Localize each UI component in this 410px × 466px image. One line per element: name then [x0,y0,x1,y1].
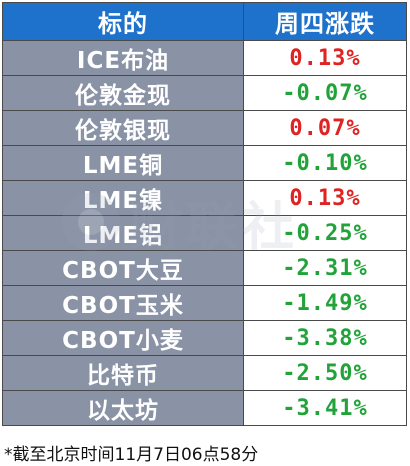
asset-name-cell: LME镍 [2,180,244,216]
change-cell: -0.07% [243,75,407,111]
column-header-asset: 标的 [2,2,244,41]
header-row: 标的 周四涨跌 [2,2,407,41]
table-row: CBOT大豆 -2.31% [2,250,407,286]
table-row: 以太坊 -3.41% [2,390,407,426]
footnote: *截至北京时间11月7日06点58分 [4,445,259,465]
asset-name-cell: LME铝 [2,215,244,251]
change-cell: 0.07% [243,110,407,146]
table-body: ICE布油 0.13% 伦敦金现 -0.07% 伦敦银现 0.07% LME铜 … [2,40,407,426]
quotes-table: 标的 周四涨跌 ICE布油 0.13% 伦敦金现 -0.07% 伦敦银现 0.0… [2,2,407,426]
asset-name-cell: CBOT玉米 [2,285,244,321]
table-row: 伦敦金现 -0.07% [2,75,407,111]
change-cell: -3.41% [243,390,407,426]
change-cell: -0.25% [243,215,407,251]
quotes-board: 标的 周四涨跌 ICE布油 0.13% 伦敦金现 -0.07% 伦敦银现 0.0… [2,2,407,426]
change-cell: 0.13% [243,40,407,76]
table-row: CBOT小麦 -3.38% [2,320,407,356]
column-header-change: 周四涨跌 [243,2,407,41]
change-cell: 0.13% [243,180,407,216]
asset-name-cell: LME铜 [2,145,244,181]
change-cell: -2.31% [243,250,407,286]
table-header: 标的 周四涨跌 [2,2,407,41]
change-cell: -3.38% [243,320,407,356]
table-row: 比特币 -2.50% [2,355,407,391]
asset-name-cell: 以太坊 [2,390,244,426]
table-row: LME铜 -0.10% [2,145,407,181]
table-row: CBOT玉米 -1.49% [2,285,407,321]
table-row: LME铝 -0.25% [2,215,407,251]
change-cell: -2.50% [243,355,407,391]
asset-name-cell: 伦敦银现 [2,110,244,146]
asset-name-cell: ICE布油 [2,40,244,76]
change-cell: -0.10% [243,145,407,181]
table-row: 伦敦银现 0.07% [2,110,407,146]
asset-name-cell: CBOT小麦 [2,320,244,356]
table-row: ICE布油 0.13% [2,40,407,76]
asset-name-cell: 比特币 [2,355,244,391]
table-row: LME镍 0.13% [2,180,407,216]
change-cell: -1.49% [243,285,407,321]
asset-name-cell: CBOT大豆 [2,250,244,286]
asset-name-cell: 伦敦金现 [2,75,244,111]
